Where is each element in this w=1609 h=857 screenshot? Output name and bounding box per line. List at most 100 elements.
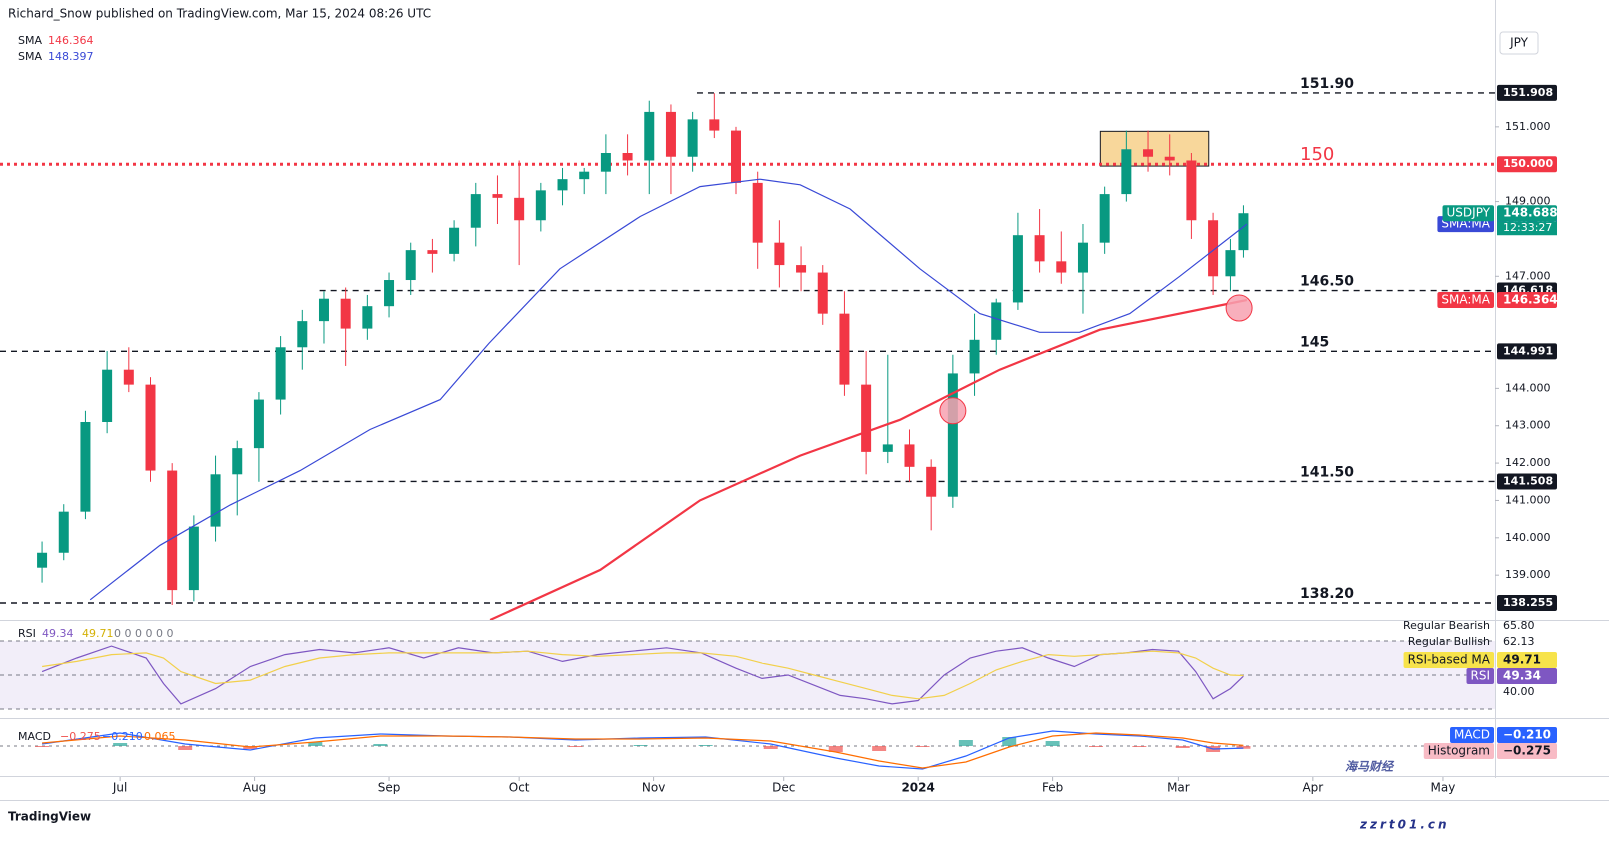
candle-body <box>1225 250 1236 277</box>
x-tick-label: Apr <box>1302 781 1323 795</box>
x-tick-label: Sep <box>378 781 401 795</box>
highlight-box <box>1099 130 1210 167</box>
rsi-badge-value-box <box>1497 652 1557 668</box>
macd-badge-value-box <box>1497 727 1557 743</box>
legend-name: SMA <box>18 50 42 63</box>
divergence-label: Regular Bullish <box>1408 635 1490 648</box>
level-label: 151.90 <box>1300 76 1354 92</box>
level-label: 145 <box>1300 334 1329 350</box>
currency[interactable]: JPY <box>1509 36 1529 50</box>
candle-body <box>774 242 785 266</box>
candle-body <box>796 265 807 273</box>
level-axis-box <box>1497 156 1557 173</box>
histogram-badge-name-box <box>1423 743 1494 759</box>
rsi-badge-name: RSI-based MA <box>1408 653 1491 667</box>
level-axis-label: 144.991 <box>1503 344 1553 357</box>
legend-value: 146.364 <box>48 34 94 47</box>
y-tick-label: 147.000 <box>1505 269 1551 282</box>
macd-legend-value: 0.065 <box>144 730 176 743</box>
candle-body <box>839 313 850 385</box>
y-tick-label: 142.000 <box>1505 456 1551 469</box>
currency-box[interactable] <box>1499 31 1539 55</box>
x-tick-label: Jul <box>112 781 127 795</box>
candle-body <box>58 511 69 553</box>
rsi-line <box>42 650 1244 700</box>
candle-body <box>622 153 633 161</box>
candle-body <box>1143 149 1154 157</box>
candle-body <box>1056 261 1067 273</box>
histogram-badge-name: Histogram <box>1428 744 1490 758</box>
histogram-bar <box>178 746 193 750</box>
rsi-badge-name-box <box>1466 668 1494 684</box>
candle-body <box>535 190 546 221</box>
histogram-bar <box>373 744 388 746</box>
macd-badge-value: −0.210 <box>1503 728 1551 742</box>
candle-body <box>1208 220 1219 277</box>
level-axis-label: 151.908 <box>1503 86 1553 99</box>
level-axis-label: 141.508 <box>1503 474 1553 487</box>
watermark-url: zzrt01.cn <box>1359 818 1450 832</box>
histogram-bar <box>1175 746 1190 748</box>
sma-badge-value-box <box>1497 292 1557 309</box>
candle-body <box>1034 235 1045 262</box>
countdown: 12:33:27 <box>1503 221 1552 234</box>
candle-body <box>644 111 655 161</box>
candle-body <box>579 171 590 180</box>
candle-body <box>427 250 438 254</box>
candle-body <box>1164 156 1175 161</box>
rsi-legend-value: 49.34 <box>42 627 74 640</box>
rsi-legend-value: 49.71 <box>82 627 114 640</box>
x-tick-label: May <box>1431 781 1456 795</box>
y-tick-label: 139.000 <box>1505 568 1551 581</box>
candle-body <box>102 369 113 422</box>
y-tick-label: 151.000 <box>1505 120 1551 133</box>
rsi-badge-value: 49.34 <box>1503 669 1541 683</box>
candle-body <box>470 194 481 228</box>
y-tick-label: 144.000 <box>1505 381 1551 394</box>
level-axis-label: 138.255 <box>1503 596 1553 609</box>
candle-body <box>665 111 676 157</box>
candle-body <box>1077 242 1088 273</box>
histogram-bar <box>828 746 843 752</box>
candle-body <box>969 339 980 374</box>
watermark: 海马财经 <box>1345 760 1395 774</box>
histogram-bar <box>1045 741 1060 746</box>
rsi-legend-tail: 0 0 0 0 0 0 <box>114 627 173 640</box>
x-tick-label: Oct <box>509 781 530 795</box>
countdown-box <box>1497 221 1557 236</box>
rsi-tick-label: 40.00 <box>1503 685 1535 698</box>
candle-body <box>1186 160 1197 221</box>
histogram-bar <box>763 746 778 749</box>
price-badge-name: USDJPY <box>1447 206 1491 220</box>
candle-body <box>991 302 1002 340</box>
x-tick-label: Mar <box>1167 781 1190 795</box>
divergence-label: Regular Bearish <box>1403 619 1490 632</box>
level-axis-box <box>1497 595 1557 612</box>
candle-body <box>947 373 958 497</box>
candle-body <box>145 384 156 471</box>
candle-body <box>297 321 308 348</box>
candle-body <box>1121 149 1132 195</box>
candle-body <box>926 466 937 497</box>
level-axis-box <box>1497 84 1557 101</box>
x-tick-label: Dec <box>772 781 795 795</box>
x-tick-label: Aug <box>243 781 266 795</box>
y-tick-label: 143.000 <box>1505 419 1551 432</box>
level-axis-box <box>1497 473 1557 490</box>
candle-body <box>861 384 872 452</box>
level-label: 138.20 <box>1300 586 1354 602</box>
rsi-badge-name: RSI <box>1471 669 1491 683</box>
divergence-value: 65.80 <box>1503 619 1535 632</box>
brand-logo[interactable]: TradingView <box>8 810 91 824</box>
legend-value: 148.397 <box>48 50 94 63</box>
histogram-bar <box>308 742 323 746</box>
rsi-badge-name-box <box>1403 652 1494 668</box>
histogram-bar <box>568 746 583 747</box>
histogram-bar <box>1088 746 1103 747</box>
candle-body <box>1012 235 1023 303</box>
x-tick-label: Feb <box>1042 781 1063 795</box>
sma-badge-name-box <box>1437 292 1494 309</box>
sma-line <box>89 178 1248 601</box>
candle-body <box>340 298 351 329</box>
